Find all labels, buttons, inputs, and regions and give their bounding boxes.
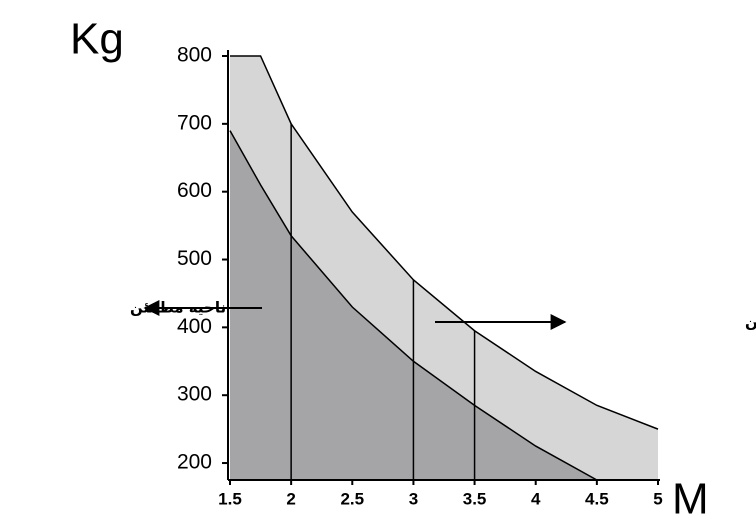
y-tick-label: 400 xyxy=(177,315,212,338)
y-tick-label: 600 xyxy=(177,179,212,202)
x-tick-label: 1.5 xyxy=(218,489,242,508)
x-tick-label: 3.5 xyxy=(463,489,487,508)
y-axis-label: Kg xyxy=(70,15,124,64)
area xyxy=(230,130,597,480)
area-line xyxy=(229,130,598,481)
x-tick-label: 2.5 xyxy=(340,489,364,508)
x-tick-label: 3 xyxy=(409,489,418,508)
x-axis-label: M xyxy=(672,475,709,524)
y-tick-label: 300 xyxy=(177,383,212,406)
x-tick-label: 4.5 xyxy=(585,489,609,508)
y-tick-label: 800 xyxy=(177,44,212,67)
y-tick-label: 700 xyxy=(177,111,212,134)
x-tick-label: 5 xyxy=(653,489,662,508)
x-tick-label: 4 xyxy=(531,489,541,508)
annotation: ناحیه مطمئن xyxy=(130,299,226,317)
x-tick-label: 2 xyxy=(286,489,295,508)
y-tick-label: 200 xyxy=(177,451,212,474)
y-tick-label: 500 xyxy=(177,247,212,270)
plot-area xyxy=(229,55,659,481)
annotation: ناحیه غیر مطمئن xyxy=(745,313,756,331)
